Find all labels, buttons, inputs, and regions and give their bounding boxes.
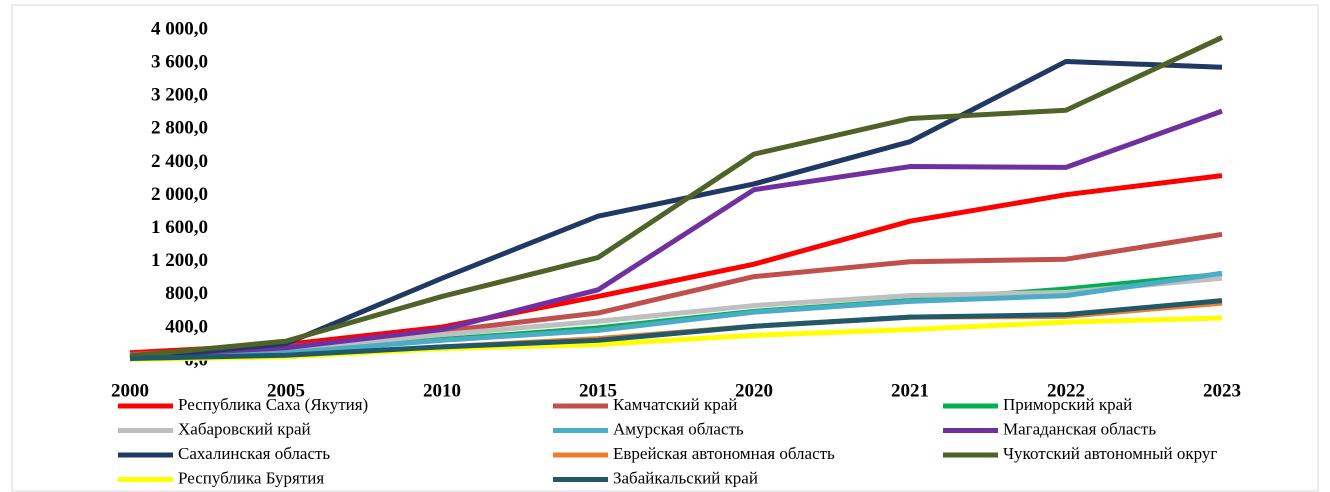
y-tick-label: 400,0 bbox=[165, 316, 208, 337]
x-tick-label: 2015 bbox=[579, 380, 617, 401]
x-tick-label: 2005 bbox=[267, 380, 305, 401]
legend-label: Магаданская область bbox=[1003, 419, 1156, 438]
y-tick-label: 3 600,0 bbox=[151, 51, 208, 72]
legend-label: Республика Бурятия bbox=[178, 468, 324, 487]
x-tick-label: 2020 bbox=[735, 380, 773, 401]
series-line bbox=[129, 173, 1223, 356]
y-tick-label: 2 800,0 bbox=[151, 118, 208, 139]
chart-border bbox=[11, 4, 1319, 492]
legend-label: Хабаровский край bbox=[178, 419, 311, 438]
y-tick-label: 3 200,0 bbox=[151, 85, 208, 106]
series-line bbox=[129, 298, 1223, 362]
y-tick-label: 4 000,0 bbox=[151, 18, 208, 39]
y-tick-label: 800,0 bbox=[165, 283, 208, 304]
legend-label: Чукотский автономный округ bbox=[1003, 444, 1217, 463]
legend-label: Республика Саха (Якутия) bbox=[178, 395, 368, 414]
y-tick-label: 1 600,0 bbox=[151, 217, 208, 238]
legend-label: Сахалинская область bbox=[178, 444, 330, 463]
legend-label: Приморский край bbox=[1003, 395, 1132, 414]
x-tick-label: 2022 bbox=[1047, 380, 1085, 401]
legend-label: Камчатский край bbox=[613, 395, 737, 414]
series-line bbox=[129, 108, 1223, 359]
x-tick-label: 2010 bbox=[423, 380, 461, 401]
y-tick-label: 1 200,0 bbox=[151, 250, 208, 271]
x-tick-label: 2000 bbox=[111, 380, 149, 401]
x-tick-label: 2023 bbox=[1203, 380, 1241, 401]
y-tick-label: 2 400,0 bbox=[151, 151, 208, 172]
legend-label: Еврейская автономная область bbox=[613, 444, 835, 463]
series-line bbox=[129, 270, 1223, 361]
x-tick-label: 2021 bbox=[891, 380, 929, 401]
legend-label: Амурская область bbox=[613, 419, 744, 438]
y-tick-label: 2 000,0 bbox=[151, 184, 208, 205]
series-line bbox=[129, 35, 1224, 359]
legend-label: Забайкальский край bbox=[613, 468, 758, 487]
